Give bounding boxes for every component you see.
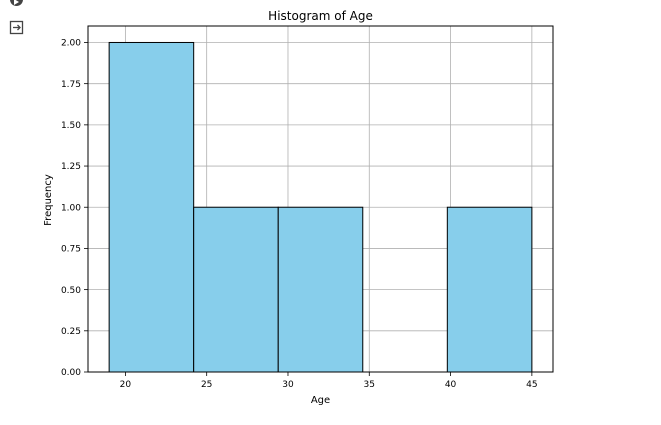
x-tick-label: 30: [282, 380, 294, 390]
y-tick-label: 0.75: [61, 245, 81, 255]
chart-title: Histogram of Age: [268, 9, 373, 23]
histogram-bar-2: [277, 206, 364, 373]
y-tick-label: 1.25: [61, 162, 81, 172]
output-icon[interactable]: [9, 20, 25, 36]
bar-layer: [108, 41, 533, 373]
y-tick-label: 0.50: [61, 286, 81, 296]
y-tick-label: 1.00: [61, 203, 81, 213]
y-axis-label: Frequency: [43, 174, 54, 226]
x-axis-label: Age: [311, 395, 330, 406]
x-tick-label: 20: [120, 380, 132, 390]
plot-frame: [87, 25, 554, 373]
y-axis-ticks: 0.00 0.25 0.50 0.75 1.00 1.25 1.50 1.75 2.00: [61, 39, 88, 378]
y-tick-label: 2.00: [61, 39, 81, 49]
x-tick-label: 45: [526, 380, 537, 390]
y-tick-label: 1.75: [61, 80, 81, 90]
histogram-bar-4: [446, 206, 533, 373]
x-axis-ticks: 20 25 30 35 40 45: [120, 372, 538, 390]
y-tick-label: 0.25: [61, 327, 81, 337]
x-tick-label: 35: [364, 380, 375, 390]
histogram-bar-0: [108, 41, 195, 373]
run-icon[interactable]: [10, 0, 23, 6]
y-tick-label: 1.50: [61, 121, 81, 131]
x-tick-label: 25: [201, 380, 212, 390]
x-tick-label: 40: [445, 380, 457, 390]
histogram-bar-1: [193, 206, 279, 373]
y-tick-label: 0.00: [61, 368, 81, 378]
